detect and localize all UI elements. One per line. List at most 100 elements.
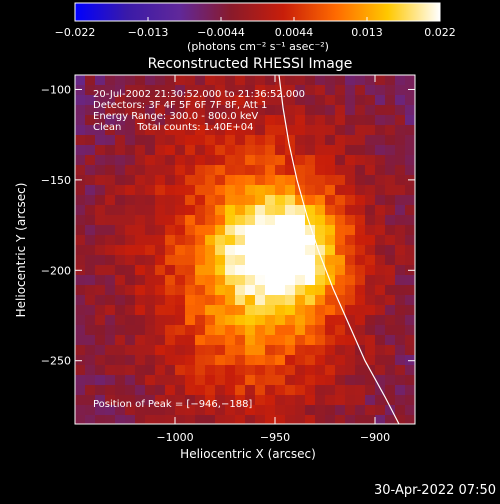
heatmap-cell (235, 185, 246, 196)
heatmap-cell (395, 335, 406, 346)
heatmap-cell (125, 175, 136, 186)
heatmap-cell (135, 165, 146, 176)
heatmap-cell (275, 125, 286, 136)
heatmap-cell (195, 355, 206, 366)
heatmap-cell (235, 255, 246, 266)
heatmap-cell (85, 165, 96, 176)
heatmap-cell (275, 155, 286, 166)
heatmap-cell (295, 365, 306, 376)
heatmap-cell (255, 415, 266, 424)
heatmap-cell (215, 145, 226, 156)
heatmap-cell (195, 175, 206, 186)
heatmap-cell (285, 375, 296, 386)
heatmap-cell (335, 245, 346, 256)
heatmap-cell (75, 215, 86, 226)
heatmap-cell (295, 235, 306, 246)
heatmap-cell (365, 415, 376, 424)
heatmap-cell (85, 325, 96, 336)
heatmap-cell (175, 315, 186, 326)
heatmap-cell (145, 365, 156, 376)
heatmap-cell (285, 315, 296, 326)
heatmap-cell (145, 415, 156, 424)
heatmap-cell (265, 375, 276, 386)
heatmap-cell (405, 415, 415, 424)
heatmap-cell (245, 105, 256, 116)
heatmap-cell (295, 305, 306, 316)
heatmap-cell (355, 375, 366, 386)
heatmap-cell (365, 255, 376, 266)
heatmap-cell (205, 225, 216, 236)
heatmap-cell (215, 365, 226, 376)
heatmap-cell (245, 345, 256, 356)
heatmap-cell (315, 305, 326, 316)
heatmap-cell (105, 365, 116, 376)
heatmap-cell (275, 205, 286, 216)
heatmap-cell (355, 175, 366, 186)
heatmap-cell (155, 375, 166, 386)
heatmap-cell (165, 235, 176, 246)
heatmap-cell (345, 85, 356, 96)
heatmap-cell (375, 105, 386, 116)
heatmap-cell (265, 265, 276, 276)
heatmap-cell (125, 405, 136, 416)
heatmap-cell (105, 115, 116, 126)
heatmap-cell (155, 365, 166, 376)
heatmap-cell (145, 165, 156, 176)
heatmap-cell (115, 165, 126, 176)
heatmap-cell (285, 235, 296, 246)
heatmap-cell (255, 295, 266, 306)
heatmap-cell (205, 85, 216, 96)
heatmap-cell (355, 225, 366, 236)
heatmap-cell (315, 95, 326, 106)
heatmap-cell (165, 225, 176, 236)
heatmap-cell (85, 395, 96, 406)
heatmap-cell (395, 385, 406, 396)
heatmap-cell (115, 405, 126, 416)
heatmap-cell (355, 395, 366, 406)
y-axis-label: Heliocentric Y (arcsec) (14, 183, 28, 318)
heatmap-cell (355, 255, 366, 266)
heatmap-cell (165, 165, 176, 176)
heatmap-cell (185, 185, 196, 196)
heatmap-cell (325, 335, 336, 346)
heatmap-cell (95, 205, 106, 216)
heatmap-cell (305, 245, 316, 256)
heatmap-cell (245, 355, 256, 366)
heatmap-cell (365, 275, 376, 286)
heatmap-cell (405, 225, 415, 236)
heatmap-cell (95, 115, 106, 126)
heatmap-cell (165, 135, 176, 146)
heatmap-cell (285, 405, 296, 416)
heatmap-cell (75, 285, 86, 296)
heatmap-cell (185, 385, 196, 396)
heatmap-cell (215, 415, 226, 424)
heatmap-cell (375, 185, 386, 196)
heatmap-cell (355, 145, 366, 156)
heatmap-cell (175, 195, 186, 206)
heatmap-cell (355, 75, 366, 86)
heatmap-cell (345, 315, 356, 326)
heatmap-cell (75, 205, 86, 216)
heatmap-cell (135, 75, 146, 86)
heatmap-cell (345, 355, 356, 366)
heatmap-cell (395, 285, 406, 296)
heatmap-cell (105, 415, 116, 424)
heatmap-cell (165, 255, 176, 266)
heatmap-cell (175, 385, 186, 396)
heatmap-cell (405, 375, 415, 386)
heatmap-cell (145, 175, 156, 186)
heatmap-cell (285, 275, 296, 286)
heatmap-cell (75, 225, 86, 236)
heatmap-cell (195, 315, 206, 326)
heatmap-cell (325, 145, 336, 156)
heatmap-cell (105, 185, 116, 196)
heatmap-cell (295, 225, 306, 236)
heatmap-cell (275, 165, 286, 176)
heatmap-cell (225, 395, 236, 406)
heatmap-cell (255, 165, 266, 176)
heatmap-cell (155, 385, 166, 396)
heatmap-cell (295, 315, 306, 326)
heatmap-cell (255, 85, 266, 96)
heatmap-cell (175, 95, 186, 106)
heatmap-cell (145, 295, 156, 306)
